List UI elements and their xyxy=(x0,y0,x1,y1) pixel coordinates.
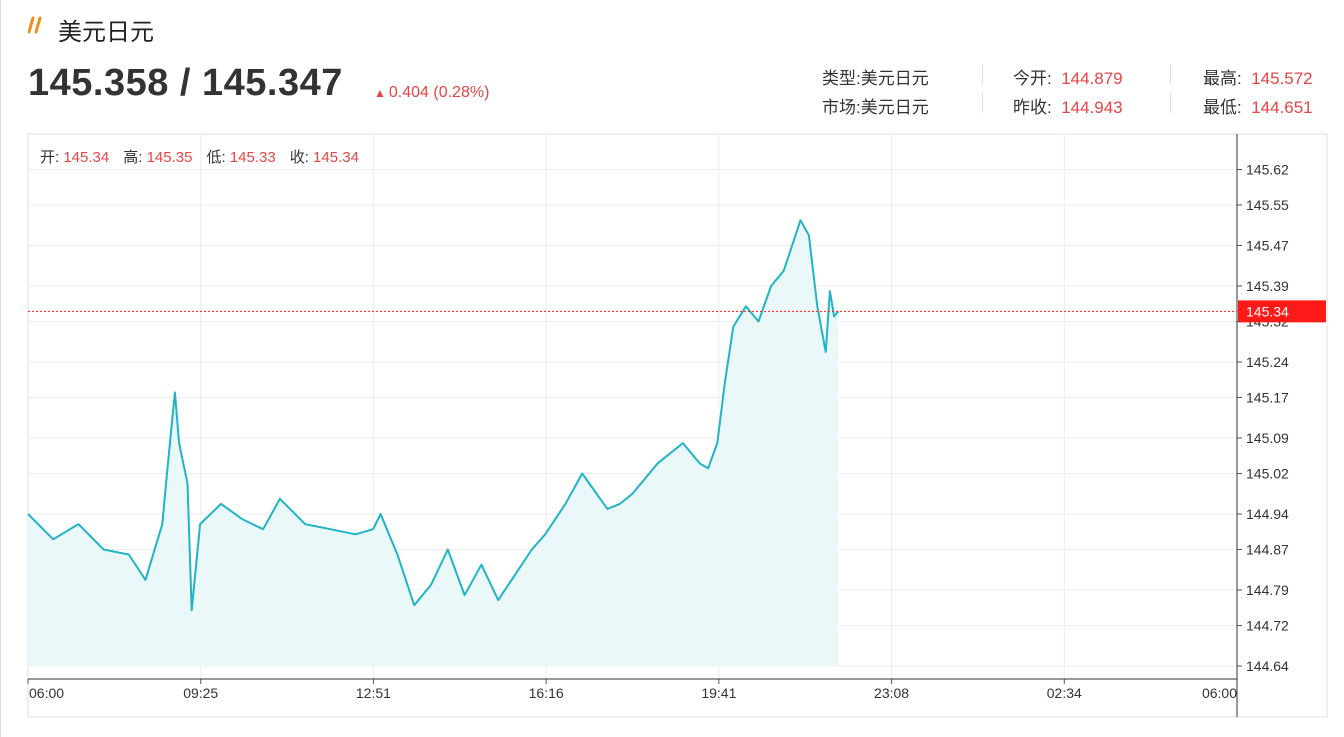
ohlc-readout: 开: 145.34 高: 145.35 低: 145.33 收: 145.34 xyxy=(40,146,373,167)
bid-ask-price: 145.358 / 145.347 xyxy=(28,62,343,104)
info-divider xyxy=(1170,93,1171,113)
price-area xyxy=(28,220,839,666)
info-prev-close-label: 昨收: xyxy=(1013,98,1052,117)
info-open: 今开: 144.879 xyxy=(1013,64,1123,89)
ohlc-low-label: 低: xyxy=(206,149,226,166)
x-tick-label: 06:00 xyxy=(1202,685,1237,701)
info-low-value: 144.651 xyxy=(1251,98,1313,117)
ohlc-close-label: 收: xyxy=(289,149,309,166)
info-market-value: 美元日元 xyxy=(860,98,929,117)
info-divider xyxy=(982,64,983,84)
info-low: 最低: 144.651 xyxy=(1203,93,1313,118)
x-tick-label: 06:00 xyxy=(29,685,64,701)
x-tick-label: 23:08 xyxy=(874,685,909,701)
price-change-value: 0.404 (0.28%) xyxy=(388,84,490,101)
y-tick-label: 144.64 xyxy=(1246,658,1289,674)
y-tick-label: 144.72 xyxy=(1246,617,1289,633)
ohlc-high-value: 145.35 xyxy=(146,149,193,166)
info-market: 市场:美元日元 xyxy=(822,93,929,118)
up-arrow-icon: ▲ xyxy=(374,86,386,100)
y-tick-label: 144.87 xyxy=(1246,541,1289,557)
info-high-label: 最高: xyxy=(1203,69,1242,88)
info-type-value: 美元日元 xyxy=(860,69,929,88)
x-tick-label: 12:51 xyxy=(356,685,391,701)
y-tick-label: 145.39 xyxy=(1246,278,1289,294)
page-left-border xyxy=(0,0,1,737)
ohlc-high-label: 高: xyxy=(123,149,143,166)
info-prev-close: 昨收: 144.943 xyxy=(1013,93,1123,118)
y-tick-label: 144.79 xyxy=(1246,582,1289,598)
y-tick-label: 145.55 xyxy=(1246,197,1289,213)
info-high-value: 145.572 xyxy=(1251,69,1313,88)
x-tick-label: 02:34 xyxy=(1047,685,1082,701)
ohlc-close-value: 145.34 xyxy=(313,149,359,166)
current-price-marker xyxy=(1238,300,1326,323)
y-tick-label: 145.24 xyxy=(1246,354,1289,370)
info-open-label: 今开: xyxy=(1013,69,1052,88)
y-tick-label: 145.47 xyxy=(1246,237,1289,253)
info-type: 类型:美元日元 xyxy=(822,64,929,89)
y-tick-label: 145.09 xyxy=(1246,430,1289,446)
page-title: 美元日元 xyxy=(58,18,154,46)
x-tick-label: 09:25 xyxy=(183,685,218,701)
x-tick-label: 16:16 xyxy=(529,685,564,701)
chart-frame xyxy=(27,133,1328,718)
y-tick-label: 145.02 xyxy=(1246,465,1289,481)
info-type-label: 类型: xyxy=(822,69,861,88)
y-tick-label: 145.62 xyxy=(1246,162,1289,178)
price-line xyxy=(27,219,840,612)
x-tick-label: 19:41 xyxy=(701,685,736,701)
ohlc-open-value: 145.34 xyxy=(63,149,110,166)
y-tick-label: 144.94 xyxy=(1246,506,1289,522)
info-divider xyxy=(982,93,983,113)
info-market-label: 市场: xyxy=(822,98,861,117)
ohlc-low-value: 145.33 xyxy=(229,149,276,166)
info-open-value: 144.879 xyxy=(1061,69,1123,88)
y-tick-label: 145.17 xyxy=(1246,389,1289,405)
ohlc-open-label: 开: xyxy=(40,149,60,166)
current-price-label: 145.34 xyxy=(1246,303,1289,319)
double-slash-icon xyxy=(28,16,42,34)
info-high: 最高: 145.572 xyxy=(1203,64,1313,89)
info-prev-close-value: 144.943 xyxy=(1061,98,1123,117)
price-change: ▲ 0.404 (0.28%) xyxy=(374,84,489,102)
info-divider xyxy=(1170,64,1171,84)
info-low-label: 最低: xyxy=(1203,98,1242,117)
